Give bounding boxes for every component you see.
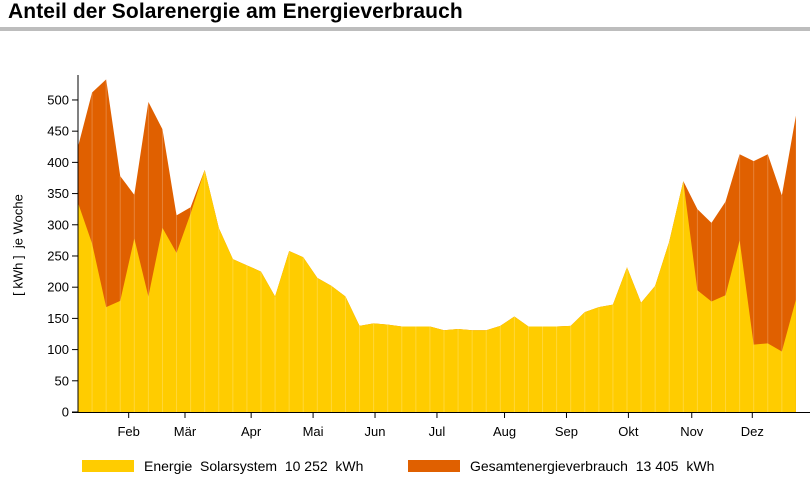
- y-tick-label: 100: [47, 342, 69, 357]
- x-tick-label-sep: Sep: [555, 424, 578, 439]
- chart-title: Anteil der Solarenergie am Energieverbra…: [8, 0, 463, 23]
- legend-swatch-solar: [82, 460, 134, 472]
- y-tick-label: 0: [62, 405, 69, 420]
- title-divider: [0, 27, 810, 31]
- x-tick-label-jul: Jul: [429, 424, 446, 439]
- x-tick-label-nov: Nov: [680, 424, 704, 439]
- week-separators: [91, 79, 783, 412]
- legend-label-total: Gesamtenergieverbrauch 13 405 kWh: [470, 458, 715, 474]
- y-tick-label: 250: [47, 248, 69, 263]
- x-tick-label-dez: Dez: [741, 424, 764, 439]
- y-tick-label: 50: [55, 373, 69, 388]
- axes: 0 50 100 150 200 250 300 350 400 450 500 Feb Mär Apr M…: [47, 75, 810, 439]
- x-tick-label-mär: Mär: [174, 424, 197, 439]
- y-tick-label: 200: [47, 280, 69, 295]
- legend-item-total: Gesamtenergieverbrauch 13 405 kWh: [408, 458, 714, 474]
- legend-swatch-total: [408, 460, 460, 472]
- y-tick-label: 400: [47, 155, 69, 170]
- y-tick-label: 150: [47, 311, 69, 326]
- x-tick-label-okt: Okt: [618, 424, 639, 439]
- legend-label-solar: Energie Solarsystem 10 252 kWh: [144, 458, 364, 474]
- x-tick-label-mai: Mai: [303, 424, 324, 439]
- x-tick-label-feb: Feb: [117, 424, 139, 439]
- y-tick-label: 500: [47, 92, 69, 107]
- y-tick-label: 450: [47, 124, 69, 139]
- area-solar-energy: [78, 169, 796, 412]
- legend-item-solar: Energie Solarsystem 10 252 kWh: [82, 458, 363, 474]
- y-tick-label: 350: [47, 186, 69, 201]
- y-tick-label: 300: [47, 217, 69, 232]
- x-tick-label-apr: Apr: [241, 424, 262, 439]
- series-areas: [78, 79, 796, 412]
- x-tick-label-aug: Aug: [493, 424, 516, 439]
- x-tick-label-jun: Jun: [365, 424, 386, 439]
